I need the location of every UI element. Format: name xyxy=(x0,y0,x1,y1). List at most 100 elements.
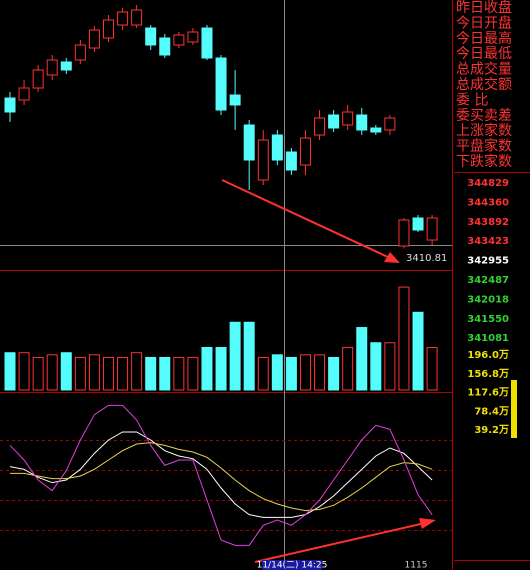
volume-bar xyxy=(4,352,16,391)
quote-label: 平盘家数 xyxy=(456,138,512,155)
quote-label: 上涨家数 xyxy=(456,122,512,139)
volume-label: 39.2万 xyxy=(474,424,509,436)
quote-label: 今日最高 xyxy=(456,30,512,47)
volume-label: 196.0万 xyxy=(467,349,509,361)
quote-label: 今日开盘 xyxy=(456,14,512,31)
volume-bar xyxy=(314,354,326,391)
quote-label: 委 比 xyxy=(456,92,488,108)
volume-bar xyxy=(342,346,354,391)
volume-bar xyxy=(370,342,382,391)
volume-bar xyxy=(384,342,396,391)
candle-body xyxy=(173,34,185,46)
volume-label: 156.8万 xyxy=(467,368,509,380)
price-label: 342955 xyxy=(467,256,509,267)
price-label: 341550 xyxy=(467,314,509,325)
candle-body xyxy=(328,114,340,129)
date-label: 1115 xyxy=(405,561,428,570)
plot xyxy=(4,5,438,546)
volume-bar xyxy=(145,356,157,391)
volume-bar xyxy=(243,321,255,391)
volume-bar xyxy=(60,352,72,391)
candle-body xyxy=(299,137,311,166)
candle-body xyxy=(384,117,396,131)
price-label: 341081 xyxy=(467,333,509,344)
volume-bar xyxy=(215,346,227,391)
volume-bar xyxy=(356,327,368,391)
quote-label: 下跌家数 xyxy=(456,153,512,170)
price-label: 344360 xyxy=(467,197,509,208)
volume-bar xyxy=(88,354,100,391)
candle-body xyxy=(102,19,114,39)
volume-bar xyxy=(32,356,44,391)
candle-body xyxy=(201,27,213,59)
volume-bar xyxy=(159,356,171,391)
price-label: 343423 xyxy=(467,236,509,247)
quote-label: 今日最低 xyxy=(456,46,512,62)
price-label: 342487 xyxy=(467,275,509,286)
mini-volume xyxy=(511,380,517,438)
candle-body xyxy=(426,217,438,241)
volume-bar xyxy=(187,356,199,391)
volume-bar xyxy=(74,356,86,391)
candle-body xyxy=(88,29,100,49)
candle-body xyxy=(257,139,269,181)
candle-body xyxy=(74,44,86,61)
candle-body xyxy=(4,97,16,113)
volume-bar xyxy=(229,321,241,391)
volume-bar xyxy=(131,352,143,391)
candle-body xyxy=(229,94,241,106)
quote-label: 总成交量 xyxy=(456,61,512,78)
volume-bar xyxy=(426,346,438,391)
candle-body xyxy=(159,37,171,56)
candle-body xyxy=(215,57,227,111)
arrows xyxy=(221,179,436,563)
cursor-box xyxy=(262,560,322,570)
volume-bar xyxy=(299,354,311,391)
kdj-line xyxy=(10,442,433,512)
candle-body xyxy=(46,59,58,76)
volume-bar xyxy=(173,356,185,391)
cursor-label: 11/14(二) 14:25 xyxy=(257,561,328,570)
quote-label: 昨日收盘 xyxy=(456,0,512,16)
candle-body xyxy=(356,114,368,131)
volume-bar xyxy=(18,352,30,391)
price-label: 344829 xyxy=(467,178,509,189)
candle-body xyxy=(398,219,410,247)
quote-label: 委买卖差 xyxy=(456,108,512,124)
candle-body xyxy=(412,217,424,231)
volume-bar xyxy=(257,356,269,391)
candle-body xyxy=(60,61,72,71)
volume-bar xyxy=(398,286,410,391)
candle-body xyxy=(131,9,143,26)
price-label: 342018 xyxy=(467,294,509,305)
candle-body xyxy=(243,124,255,161)
volume-bar xyxy=(117,356,129,391)
volume-bar xyxy=(412,311,424,391)
kdj-line xyxy=(9,404,433,546)
candle-body xyxy=(32,69,44,89)
candle-body xyxy=(314,117,326,136)
volume-label: 117.6万 xyxy=(467,387,509,399)
candle-body xyxy=(117,11,129,26)
volume-bar xyxy=(271,354,283,391)
quote-label: 总成交额 xyxy=(456,76,512,93)
volume-bar xyxy=(102,356,114,391)
candle-body xyxy=(187,31,199,43)
volume-bar xyxy=(46,354,58,391)
volume-bar xyxy=(328,356,340,391)
kdj-line xyxy=(9,431,433,518)
volume-label: 78.4万 xyxy=(474,405,509,417)
low-annotation: 3410.81 xyxy=(406,253,447,264)
candle-body xyxy=(145,27,157,46)
candle-body xyxy=(271,134,283,161)
volume-bar xyxy=(285,356,297,391)
candle-body xyxy=(18,87,30,101)
candle-body xyxy=(342,111,354,126)
volume-bar xyxy=(201,346,213,391)
candle-body xyxy=(285,151,297,171)
price-label: 343892 xyxy=(467,217,509,228)
